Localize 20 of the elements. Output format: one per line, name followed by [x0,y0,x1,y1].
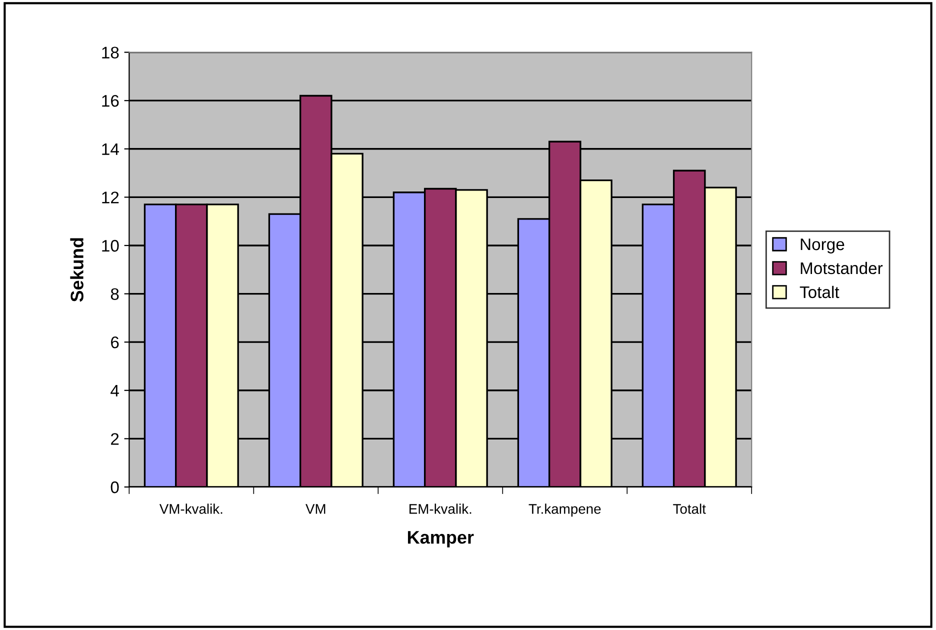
y-tick-label: 16 [102,94,119,107]
y-tick-label: 0 [110,481,119,494]
y-tick-label: 12 [102,192,119,204]
y-tick-label: 10 [102,240,119,252]
x-tick-label: Totalt [673,504,706,514]
legend-label: Norge [800,238,844,254]
x-tick-label: Tr.kampene [528,504,601,517]
x-axis-title: Kamper [408,531,474,548]
y-tick-label: 18 [102,46,119,58]
x-tick-label: VM-kvalik. [159,504,222,514]
x-tick-label: VM [306,504,326,514]
legend-label: Motstander [800,262,883,274]
y-tick-label: 4 [110,384,119,396]
y-tick-label: 14 [102,143,119,155]
y-axis-title: Sekund [70,238,84,302]
y-tick-label: 2 [111,433,119,445]
x-tick-label: EM-kvalik. [410,504,472,514]
y-tick-label: 6 [111,336,119,348]
y-tick-label: 8 [110,288,119,300]
legend-label: Totalt [800,286,840,298]
